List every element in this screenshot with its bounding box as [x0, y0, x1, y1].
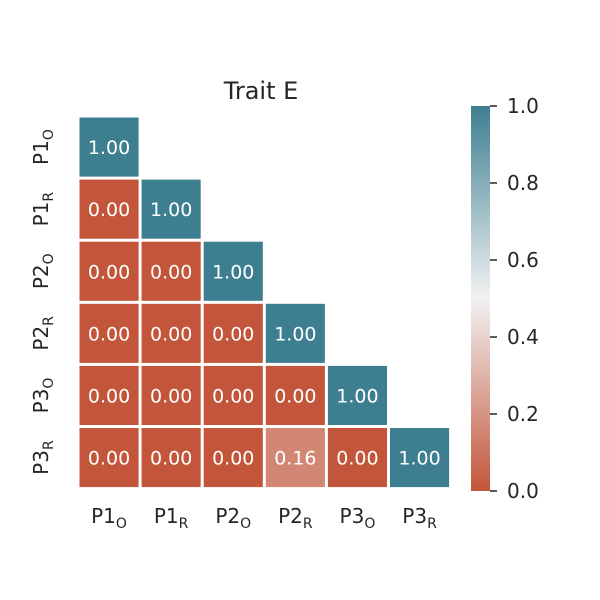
- y-tick-label: P2O: [29, 253, 57, 289]
- x-axis-tick-labels: P1O P1R P2O P2R P3O P3R: [91, 504, 437, 532]
- x-tick-label: P1O: [91, 504, 127, 532]
- cell-value-label: 0.00: [212, 385, 254, 407]
- heatmap-cell: [203, 241, 263, 301]
- cell-value-label: 0.00: [150, 323, 192, 345]
- cell-value-label: 0.00: [150, 261, 192, 283]
- x-tick-label: P3O: [340, 504, 376, 532]
- heatmap-cell: [141, 365, 201, 425]
- chart-title: Trait E: [223, 77, 299, 105]
- cell-value-label: 0.16: [274, 448, 316, 470]
- colorbar-tick-label: 0.0: [507, 479, 539, 503]
- cell-value-label: 0.00: [88, 323, 130, 345]
- heatmap-cell: [265, 303, 325, 363]
- y-tick-label: P2R: [29, 316, 57, 351]
- y-tick-label: P3R: [29, 440, 57, 475]
- heatmap-cell: [141, 179, 201, 239]
- heatmap-cell: [79, 179, 139, 239]
- y-axis-tick-labels: P1O P1R P2O P2R P3O P3R: [29, 129, 57, 475]
- cell-value-label: 0.00: [150, 385, 192, 407]
- cell-value-label: 1.00: [336, 385, 378, 407]
- heatmap-cell: [79, 303, 139, 363]
- y-tick-label: P3O: [29, 378, 57, 414]
- cell-value-label: 0.00: [336, 448, 378, 470]
- heatmap-cell: [203, 365, 263, 425]
- heatmap-cells: 1.00 0.00 1.00 0.00 0.00 1.00 0.00 0.00 0.00 1.00…: [79, 117, 450, 488]
- cell-value-label: 0.00: [212, 323, 254, 345]
- cell-value-label: 1.00: [212, 261, 254, 283]
- x-tick-label: P1R: [154, 504, 189, 532]
- colorbar-tick-label: 0.2: [507, 402, 539, 426]
- heatmap-cell: [141, 241, 201, 301]
- colorbar-gradient: [471, 106, 490, 491]
- colorbar-ticks: 0.0 0.2 0.4 0.6 0.8 1.0: [490, 94, 539, 503]
- heatmap-cell: [390, 428, 450, 488]
- cell-value-label: 0.00: [88, 385, 130, 407]
- x-tick-label: P2R: [278, 504, 313, 532]
- colorbar-tick-label: 0.6: [507, 248, 539, 272]
- heatmap-cell: [327, 365, 387, 425]
- heatmap-cell: [79, 428, 139, 488]
- colorbar-tick-label: 0.4: [507, 325, 539, 349]
- heatmap-cell: [79, 117, 139, 177]
- heatmap-cell: [141, 303, 201, 363]
- cell-value-label: 0.00: [150, 448, 192, 470]
- heatmap-cell: [327, 428, 387, 488]
- cell-value-label: 1.00: [88, 137, 130, 159]
- cell-value-label: 0.00: [88, 448, 130, 470]
- x-tick-label: P2O: [215, 504, 251, 532]
- cell-value-label: 1.00: [150, 199, 192, 221]
- cell-value-label: 0.00: [88, 199, 130, 221]
- cell-value-label: 1.00: [274, 323, 316, 345]
- heatmap-cell: [79, 365, 139, 425]
- heatmap-cell: [141, 428, 201, 488]
- heatmap-cell: [265, 428, 325, 488]
- cell-value-label: 1.00: [398, 448, 440, 470]
- cell-value-label: 0.00: [274, 385, 316, 407]
- y-tick-label: P1O: [29, 129, 57, 165]
- cell-value-label: 0.00: [88, 261, 130, 283]
- colorbar: 0.0 0.2 0.4 0.6 0.8 1.0: [471, 94, 539, 503]
- heatmap-cell: [79, 241, 139, 301]
- x-tick-label: P3R: [402, 504, 437, 532]
- cell-value-label: 0.00: [212, 448, 254, 470]
- colorbar-tick-label: 1.0: [507, 94, 539, 118]
- colorbar-tick-label: 0.8: [507, 171, 539, 195]
- heatmap-cell: [203, 303, 263, 363]
- y-tick-label: P1R: [29, 192, 57, 227]
- heatmap-cell: [203, 428, 263, 488]
- heatmap-cell: [265, 365, 325, 425]
